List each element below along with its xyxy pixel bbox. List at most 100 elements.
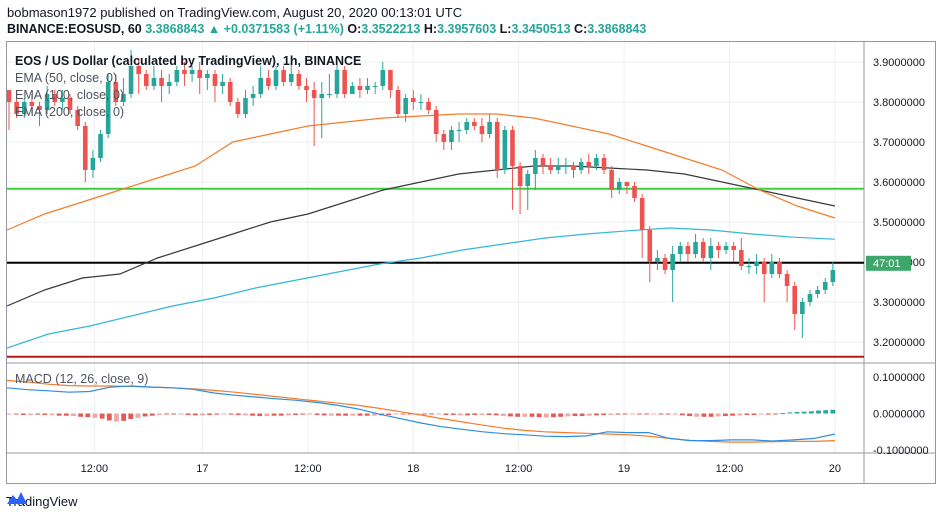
- macd-histogram-bar: [149, 413, 155, 416]
- candle-body: [388, 70, 393, 90]
- candle-body: [777, 262, 782, 274]
- tradingview-logo-icon: [7, 492, 27, 504]
- chart-canvas[interactable]: 3.9000000 3.8000000 3.7000000 3.6000000 3.50…: [7, 42, 935, 483]
- candle-body: [296, 74, 302, 86]
- candle-body: [349, 86, 355, 94]
- macd-histogram-bar: [443, 413, 449, 415]
- macd-histogram-bar: [336, 413, 341, 416]
- candle-body: [624, 182, 630, 186]
- candle-body: [510, 130, 515, 166]
- candle-body: [395, 90, 401, 114]
- macd-histogram-bar: [816, 410, 821, 414]
- candle-body: [411, 98, 416, 102]
- macd-histogram-bar: [407, 413, 413, 415]
- price-tick-label: 3.2000000: [873, 337, 925, 349]
- candle-body: [144, 74, 149, 86]
- candle-body: [594, 158, 599, 166]
- candle-body: [632, 186, 637, 198]
- low-label: L:: [499, 22, 512, 36]
- candle-body: [281, 70, 286, 82]
- macd-histogram-bar: [465, 413, 470, 416]
- candle-body: [571, 166, 576, 170]
- candle-body: [670, 254, 675, 270]
- high-label: H:: [423, 22, 438, 36]
- candle-body: [75, 110, 80, 126]
- macd-histogram-bar: [56, 413, 62, 416]
- candle-body: [578, 162, 584, 170]
- candle-body: [90, 158, 96, 170]
- candle-body: [258, 78, 264, 94]
- candle-body: [327, 94, 332, 95]
- macd-tick-label: 0.1000000: [873, 372, 925, 384]
- macd-histogram-bar: [192, 413, 198, 416]
- macd-histogram-bar: [493, 413, 499, 416]
- macd-histogram-bar: [63, 413, 69, 416]
- price-change: +0.0371583 (+1.11%): [223, 22, 344, 36]
- macd-histogram-bar: [214, 413, 220, 415]
- macd-histogram-bar: [228, 413, 234, 415]
- candle-body: [677, 246, 683, 254]
- macd-histogram-bar: [293, 413, 298, 415]
- candle-body: [182, 70, 187, 74]
- macd-histogram-bar: [515, 413, 521, 417]
- candle-body: [563, 166, 569, 167]
- macd-title: MACD (12, 26, close, 9): [15, 372, 148, 386]
- candle-body: [525, 174, 531, 186]
- candle-body: [487, 122, 492, 134]
- candle-body: [197, 70, 203, 78]
- candle-body: [250, 94, 256, 98]
- price-tick-label: 3.6000000: [873, 177, 925, 189]
- chart-frame[interactable]: 3.9000000 3.8000000 3.7000000 3.6000000 3.50…: [6, 41, 936, 484]
- macd-histogram-bar: [314, 413, 320, 415]
- macd-histogram-bar: [723, 413, 728, 417]
- price-tick-label: 3.5000000: [873, 217, 925, 229]
- macd-histogram-bar: [708, 413, 714, 417]
- candle-body: [273, 70, 279, 86]
- candle-body: [540, 158, 546, 166]
- candle-body: [685, 246, 691, 254]
- macd-histogram-bar: [500, 413, 506, 417]
- macd-histogram-bar: [551, 413, 556, 418]
- macd-histogram-bar: [71, 413, 76, 417]
- candle-body: [746, 266, 752, 267]
- macd-histogram-bar: [680, 413, 685, 416]
- time-tick-label: 12:00: [505, 463, 533, 475]
- macd-histogram-bar: [644, 413, 649, 415]
- candle-body: [151, 78, 157, 86]
- macd-histogram-bar: [672, 413, 678, 415]
- macd-histogram-bar: [744, 413, 750, 415]
- publish-info: bobmason1972 published on TradingView.co…: [7, 5, 463, 20]
- candle-body: [601, 158, 607, 170]
- macd-histogram-bar: [787, 412, 793, 414]
- macd-histogram-bar: [751, 413, 757, 415]
- candle-body: [517, 166, 523, 186]
- macd-histogram-bar: [808, 411, 814, 414]
- macd-histogram-bar: [572, 413, 578, 417]
- candle-body: [60, 98, 65, 102]
- macd-histogram-bar: [35, 413, 41, 415]
- macd-histogram-bar: [701, 413, 707, 417]
- candle-body: [502, 130, 508, 170]
- macd-histogram-bar: [200, 413, 205, 416]
- macd-histogram-bar: [92, 413, 98, 418]
- macd-histogram-bar: [257, 413, 263, 417]
- macd-histogram-bar: [730, 413, 735, 416]
- macd-tick-label: 0.0000000: [873, 409, 925, 421]
- low-value: 3.3450513: [511, 22, 571, 36]
- candle-body: [792, 286, 798, 314]
- time-tick-label: 18: [407, 463, 419, 475]
- candle-body: [121, 94, 126, 102]
- candle-body: [14, 102, 19, 114]
- candle-body: [189, 70, 195, 74]
- brand-label: TradingView: [6, 493, 78, 509]
- candle-body: [769, 262, 775, 274]
- macd-histogram-bar: [135, 413, 141, 418]
- candle-body: [647, 230, 653, 262]
- ema50-line: [7, 113, 836, 231]
- candle-body: [639, 198, 645, 230]
- candle-body: [136, 66, 141, 74]
- candle-body: [37, 106, 42, 110]
- macd-histogram-bar: [307, 413, 313, 415]
- candle-body: [494, 122, 500, 170]
- macd-histogram-bar: [28, 413, 33, 415]
